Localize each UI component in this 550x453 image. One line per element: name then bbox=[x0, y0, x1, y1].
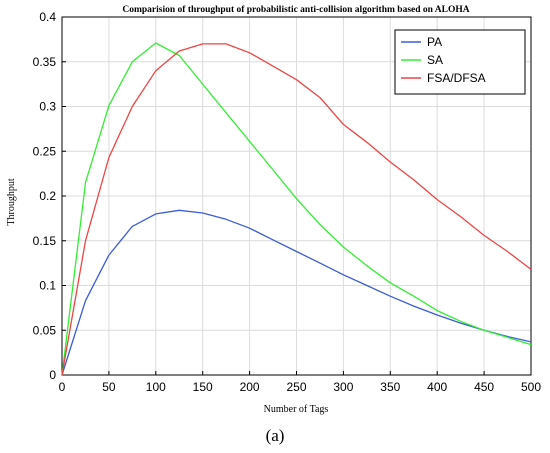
x-axis-label: Number of Tags bbox=[264, 404, 329, 415]
axis-ticks: 0 50 100 150 200 250 300 350 400 450 500 0 0.05 0.1 0.… bbox=[33, 10, 542, 394]
y-tick-label: 0.3 bbox=[39, 100, 56, 114]
legend-label: PA bbox=[427, 35, 442, 49]
x-tick-label: 450 bbox=[474, 380, 494, 394]
y-tick-label: 0 bbox=[49, 368, 56, 382]
y-tick-label: 0.35 bbox=[33, 55, 57, 69]
y-tick-label: 0.2 bbox=[39, 189, 56, 203]
x-tick-label: 500 bbox=[521, 380, 541, 394]
y-tick-label: 0.1 bbox=[39, 279, 56, 293]
y-tick-label: 0.25 bbox=[33, 144, 57, 158]
x-tick-label: 150 bbox=[193, 380, 213, 394]
x-tick-label: 400 bbox=[427, 380, 447, 394]
y-tick-label: 0.05 bbox=[33, 323, 57, 337]
x-tick-label: 250 bbox=[286, 380, 306, 394]
legend-label: SA bbox=[427, 53, 443, 67]
series-line-pa bbox=[61, 209, 532, 376]
series-line-fsa-dfsa bbox=[61, 43, 532, 376]
x-tick-label: 300 bbox=[333, 380, 353, 394]
x-tick-label: 0 bbox=[59, 380, 66, 394]
y-tick-label: 0.15 bbox=[33, 234, 57, 248]
chart-title: Comparision of throughput of probabilist… bbox=[122, 5, 469, 15]
series-lines bbox=[61, 42, 532, 376]
y-tick-label: 0.4 bbox=[39, 10, 56, 24]
x-tick-label: 100 bbox=[146, 380, 166, 394]
x-tick-label: 50 bbox=[102, 380, 116, 394]
x-tick-label: 350 bbox=[380, 380, 400, 394]
legend: PA SA FSA/DFSA bbox=[394, 29, 526, 95]
figure-caption: (a) bbox=[266, 426, 285, 445]
series-line-sa bbox=[61, 42, 532, 376]
x-tick-label: 200 bbox=[240, 380, 260, 394]
y-axis-label: Throughput bbox=[6, 178, 17, 225]
legend-box bbox=[394, 29, 526, 95]
legend-label: FSA/DFSA bbox=[427, 71, 486, 85]
